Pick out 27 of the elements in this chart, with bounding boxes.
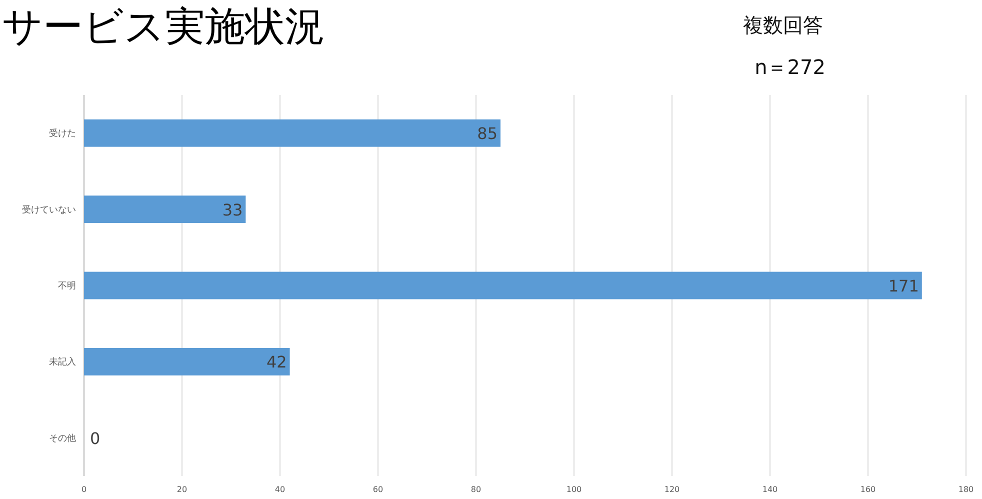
bar — [84, 196, 246, 224]
bar — [84, 272, 922, 300]
text: 複数回答 — [743, 13, 823, 37]
y-tick-label: その他 — [49, 432, 76, 444]
x-tick-label: 0 — [81, 485, 87, 494]
data-label: 85 — [477, 124, 498, 144]
y-tick-label: 不明 — [58, 280, 76, 292]
text: n＝272 — [754, 55, 826, 79]
y-tick-label: 受けていない — [22, 204, 76, 216]
data-label: 42 — [266, 352, 287, 372]
x-tick-label: 160 — [860, 485, 876, 494]
x-tick-label: 180 — [958, 485, 974, 494]
y-tick-label: 受けた — [49, 128, 76, 140]
bar — [84, 348, 290, 376]
data-label: 0 — [90, 428, 100, 448]
x-tick-label: 100 — [566, 485, 582, 494]
y-tick-label: 未記入 — [49, 356, 76, 368]
data-label: 33 — [222, 200, 243, 220]
bar — [84, 119, 500, 147]
x-tick-label: 120 — [664, 485, 680, 494]
x-tick-label: 140 — [762, 485, 778, 494]
chart-title: サービス実施状況 — [2, 4, 325, 50]
x-tick-label: 40 — [274, 485, 286, 494]
x-tick-label: 60 — [372, 485, 384, 494]
x-tick-label: 20 — [176, 485, 188, 494]
x-tick-label: 80 — [470, 485, 482, 494]
data-label: 171 — [888, 276, 919, 296]
